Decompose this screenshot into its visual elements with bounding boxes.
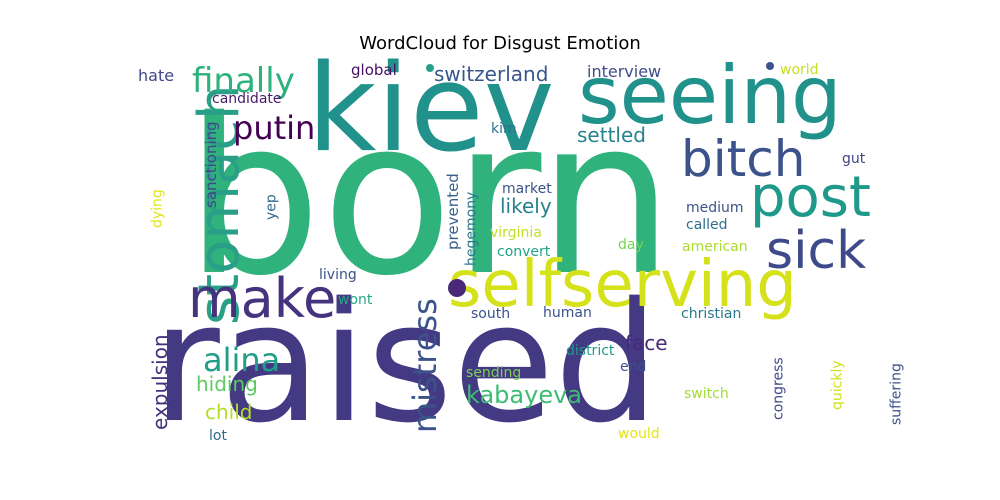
word-post: post (750, 165, 871, 230)
word-putin: putin (233, 109, 315, 147)
word-stomach: stomach (187, 84, 252, 325)
word-world: world (780, 62, 819, 78)
word-market: market (502, 181, 552, 197)
word-american: american (682, 239, 748, 255)
word-expulsion: expulsion (148, 334, 172, 430)
word-settled: settled (577, 123, 646, 147)
word-kiev: kiev (307, 40, 555, 179)
word-hegemony: hegemony (464, 192, 480, 266)
word-convert: convert (497, 244, 551, 260)
word-bitch: bitch (681, 130, 805, 188)
word-finally: finally (192, 61, 295, 101)
word-wont: wont (338, 292, 373, 308)
word-interview: interview (587, 62, 661, 81)
word-switzerland: switzerland (434, 62, 548, 86)
chart-title: WordCloud for Disgust Emotion (359, 33, 641, 54)
word-child: child (205, 400, 252, 424)
word-would: would (618, 426, 660, 442)
word-dying: dying (150, 189, 166, 228)
word-day: day (618, 237, 644, 253)
word-candidate: candidate (212, 91, 282, 107)
word-alina: alina (203, 341, 280, 379)
word-mistress: mistress (406, 298, 444, 433)
word-end: end (620, 359, 646, 375)
word-likely: likely (500, 194, 552, 218)
word-prevented: prevented (444, 173, 462, 250)
word-christian: christian (681, 306, 741, 322)
word-district: district (566, 343, 615, 359)
word-human: human (543, 305, 592, 321)
cloud-dot (426, 64, 434, 72)
word-born: born (185, 72, 674, 323)
word-yep: yep (264, 194, 280, 220)
word-quickly: quickly (830, 360, 846, 410)
word-global: global (351, 61, 397, 79)
word-south: south (471, 306, 510, 322)
word-kabayeva: kabayeva (466, 381, 582, 409)
word-congress: congress (771, 357, 787, 420)
word-virginia: virginia (490, 225, 542, 241)
word-medium: medium (686, 200, 744, 216)
word-hate: hate (138, 66, 174, 85)
word-face: face (625, 331, 668, 355)
word-gut: gut (842, 151, 866, 167)
cloud-dot (448, 279, 466, 297)
word-switch: switch (684, 386, 729, 402)
word-living: living (319, 267, 357, 283)
cloud-dot (766, 62, 774, 70)
word-called: called (686, 217, 728, 233)
word-sending: sending (466, 365, 521, 381)
word-make: make (188, 267, 336, 330)
word-kim: kim (491, 121, 517, 137)
word-seeing: seeing (578, 49, 842, 142)
word-lot: lot (209, 428, 227, 444)
word-hiding: hiding (196, 372, 258, 396)
word-suffering: suffering (889, 363, 905, 425)
word-sick: sick (766, 221, 866, 281)
word-raised: raised (152, 267, 659, 459)
word-sanctioning: sanctioning (202, 121, 220, 208)
word-selfserving: selfserving (448, 248, 797, 322)
